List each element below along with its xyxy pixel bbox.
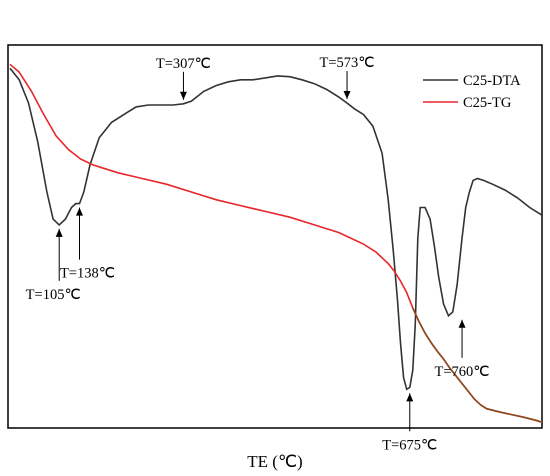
annotation-label: T=573℃ <box>319 55 374 71</box>
x-axis-label: TE (℃) <box>247 452 302 471</box>
annotation-arrow-head <box>343 91 351 100</box>
annotation-1: T=138℃ <box>60 207 115 282</box>
plot-frame <box>7 44 543 429</box>
annotation-5: T=760℃ <box>435 319 490 380</box>
annotation-layer: T=105℃ T=138℃ T=307℃ T=573℃ T=675℃ T=760℃ <box>26 55 490 453</box>
annotation-2: T=307℃ <box>156 56 211 100</box>
legend-label-tg: C25-TG <box>463 95 512 111</box>
series-line-tg-overlap <box>412 307 543 423</box>
legend-label-dta: C25-DTA <box>463 73 521 89</box>
annotation-4: T=675℃ <box>382 393 437 453</box>
annotation-3: T=573℃ <box>319 55 375 100</box>
series-line-dta <box>9 67 543 391</box>
legend: C25-DTA C25-TG <box>423 73 521 111</box>
annotation-0: T=105℃ <box>26 228 81 303</box>
annotation-label: T=105℃ <box>26 287 81 303</box>
annotation-label: T=675℃ <box>382 437 437 453</box>
annotation-arrow-head <box>458 319 466 328</box>
annotation-arrow-head <box>406 393 414 402</box>
annotation-label: T=307℃ <box>156 56 211 72</box>
annotation-arrow-head <box>179 91 187 100</box>
annotation-arrow-head <box>55 228 63 237</box>
annotation-label: T=760℃ <box>435 364 490 380</box>
annotation-arrow-head <box>75 207 83 216</box>
series-layer <box>9 63 543 423</box>
annotation-label: T=138℃ <box>60 266 115 282</box>
